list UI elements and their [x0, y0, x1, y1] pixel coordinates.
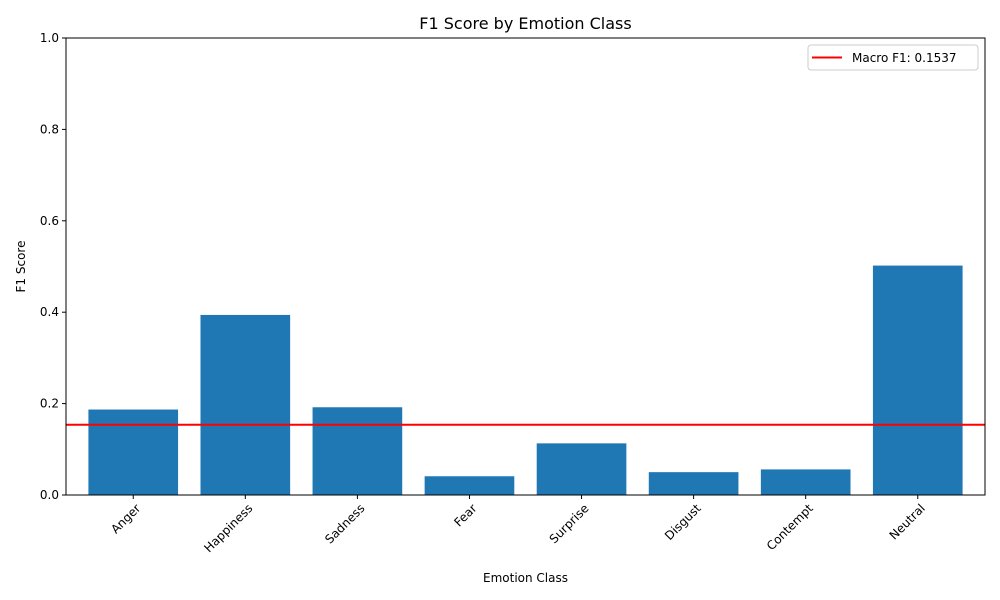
x-tick-label: Surprise	[547, 501, 592, 546]
y-tick-label: 1.0	[40, 31, 59, 45]
x-tick-label: Anger	[108, 501, 143, 536]
x-tick-label: Neutral	[887, 501, 928, 542]
bar-fear	[424, 476, 515, 495]
legend-box	[807, 44, 979, 71]
y-tick-label: 0.0	[40, 488, 59, 502]
bar-surprise	[536, 443, 627, 495]
bar-contempt	[760, 469, 851, 495]
legend-label: Macro F1: 0.1537	[852, 51, 957, 65]
x-tick-label: Disgust	[662, 501, 704, 543]
plot-frame	[65, 37, 986, 496]
y-tick-label: 0.8	[40, 122, 59, 136]
x-tick-label: Contempt	[764, 501, 816, 553]
chart-title: F1 Score by Emotion Class	[419, 14, 631, 33]
bar-neutral	[872, 265, 963, 495]
bar-anger	[88, 409, 179, 495]
legend: Macro F1: 0.1537	[807, 44, 979, 71]
y-tick-label: 0.6	[40, 214, 59, 228]
bar-sadness	[312, 407, 403, 495]
x-tick-label: Happiness	[201, 501, 255, 555]
x-tick-label: Fear	[451, 501, 479, 529]
bar-happiness	[200, 314, 291, 495]
y-axis-label: F1 Score	[14, 241, 28, 293]
x-axis-label: Emotion Class	[483, 571, 568, 585]
bar-disgust	[648, 472, 739, 495]
y-axis: 0.0 0.2 0.4 0.6 0.8 1.0	[40, 31, 66, 502]
y-tick-label: 0.4	[40, 305, 59, 319]
x-axis: Anger Happiness Sadness Fear Surprise Disgust…	[108, 495, 928, 555]
x-tick-label: Sadness	[322, 501, 367, 546]
bars-group	[88, 265, 963, 495]
y-tick-label: 0.2	[40, 397, 59, 411]
